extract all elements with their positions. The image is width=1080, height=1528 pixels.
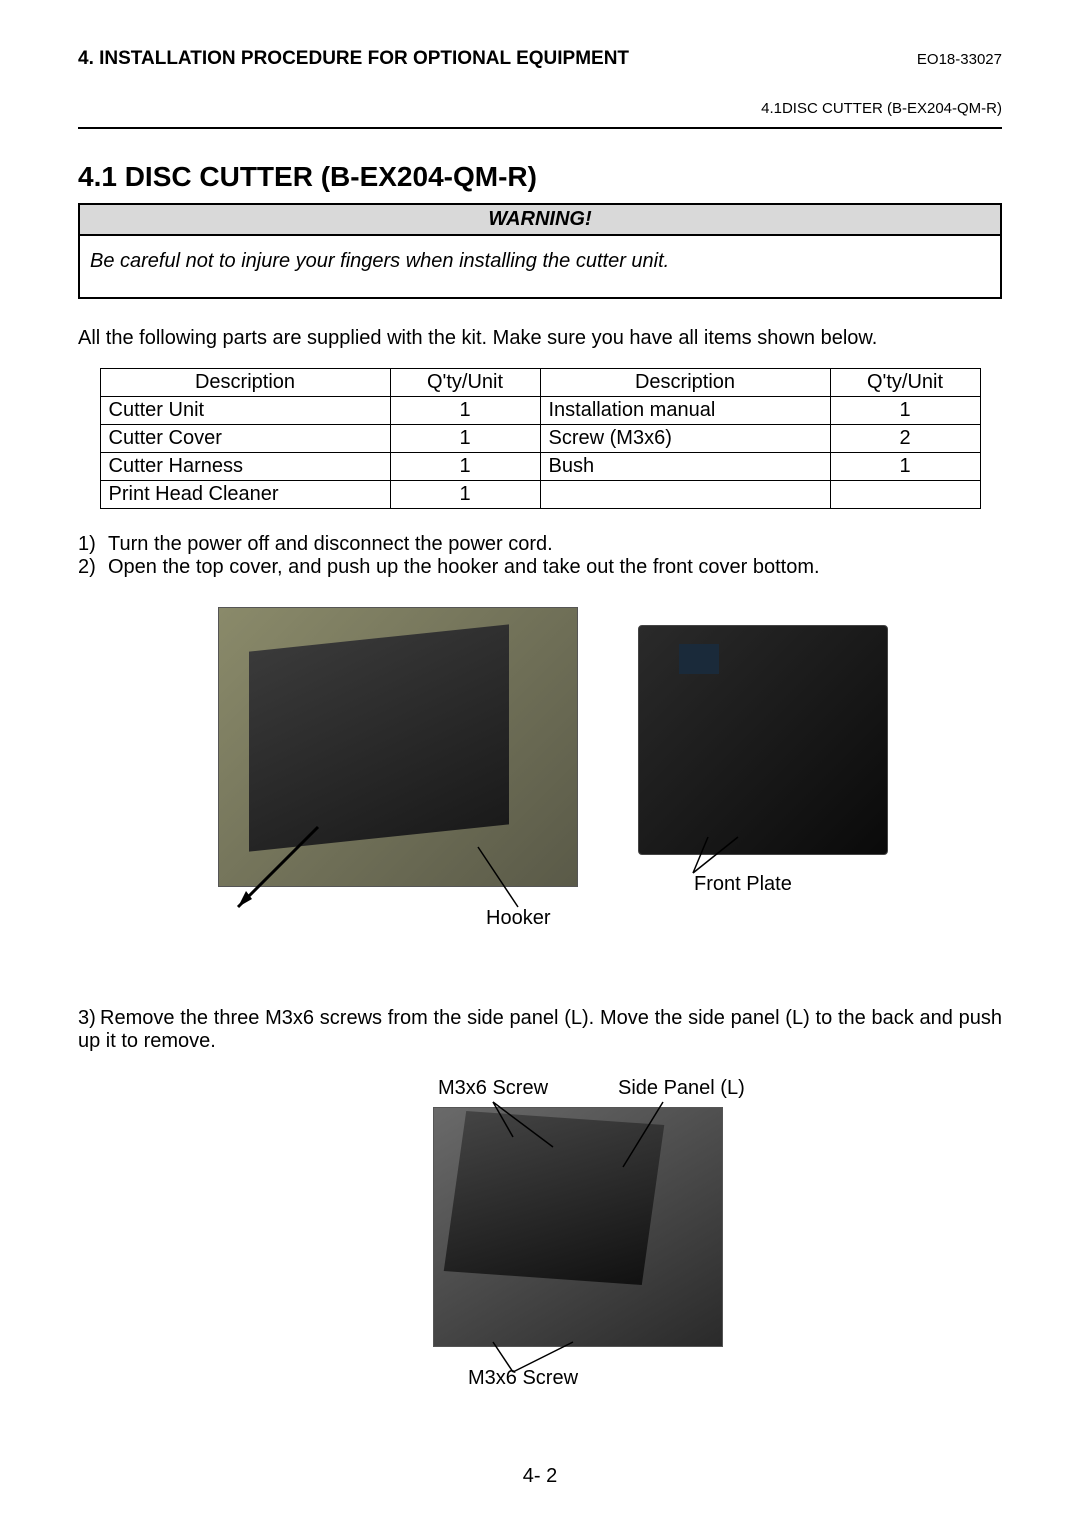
cell (540, 481, 830, 509)
cell: Print Head Cleaner (100, 481, 390, 509)
table-row: Cutter Unit 1 Installation manual 1 (100, 397, 980, 425)
cell: Installation manual (540, 397, 830, 425)
th-qty-left: Q'ty/Unit (390, 369, 540, 397)
th-desc-right: Description (540, 369, 830, 397)
page-header: 4. INSTALLATION PROCEDURE FOR OPTIONAL E… (78, 48, 1002, 70)
doc-number: EO18-33027 (917, 51, 1002, 68)
figure-group-1: Hooker Front Plate (78, 607, 1002, 947)
sub-header: 4.1DISC CUTTER (B-EX204-QM-R) (78, 100, 1002, 117)
cell: 1 (830, 397, 980, 425)
warning-title: WARNING! (80, 205, 1000, 236)
cell: Cutter Cover (100, 425, 390, 453)
page: 4. INSTALLATION PROCEDURE FOR OPTIONAL E… (0, 0, 1080, 1437)
th-qty-right: Q'ty/Unit (830, 369, 980, 397)
label-m3x6-bottom: M3x6 Screw (468, 1367, 578, 1390)
leader-lines-fig3 (433, 1077, 753, 1397)
page-number: 4- 2 (0, 1465, 1080, 1488)
figure-group-2: M3x6 Screw Side Panel (L) M3x6 Screw (78, 1077, 1002, 1397)
steps-list: 1) Turn the power off and disconnect the… (78, 533, 1002, 579)
th-desc-left: Description (100, 369, 390, 397)
table-row: Print Head Cleaner 1 (100, 481, 980, 509)
section-title: 4.1 DISC CUTTER (B-EX204-QM-R) (78, 161, 1002, 193)
step-1: 1) Turn the power off and disconnect the… (78, 533, 1002, 556)
label-front-plate: Front Plate (694, 873, 792, 896)
leader-line-hooker (218, 607, 578, 927)
step-text: Turn the power off and disconnect the po… (108, 533, 553, 556)
table-row: Cutter Harness 1 Bush 1 (100, 453, 980, 481)
cell: 1 (390, 425, 540, 453)
cell: Cutter Harness (100, 453, 390, 481)
table-row: Cutter Cover 1 Screw (M3x6) 2 (100, 425, 980, 453)
step-num: 3) (78, 1007, 100, 1030)
cell: 1 (390, 481, 540, 509)
step-num: 2) (78, 556, 108, 579)
step-text: Remove the three M3x6 screws from the si… (78, 1007, 1002, 1052)
step-text: Open the top cover, and push up the hook… (108, 556, 820, 579)
table-header-row: Description Q'ty/Unit Description Q'ty/U… (100, 369, 980, 397)
chapter-title: 4. INSTALLATION PROCEDURE FOR OPTIONAL E… (78, 48, 629, 70)
label-hooker: Hooker (486, 907, 550, 930)
cell: Cutter Unit (100, 397, 390, 425)
cell: Bush (540, 453, 830, 481)
step-3: 3)Remove the three M3x6 screws from the … (78, 1007, 1002, 1053)
step-num: 1) (78, 533, 108, 556)
cell (830, 481, 980, 509)
step-2: 2) Open the top cover, and push up the h… (78, 556, 1002, 579)
warning-body: Be careful not to injure your fingers wh… (80, 236, 1000, 297)
cell: Screw (M3x6) (540, 425, 830, 453)
parts-table: Description Q'ty/Unit Description Q'ty/U… (100, 368, 981, 509)
leader-line-front-plate (638, 607, 898, 887)
header-rule (78, 127, 1002, 129)
cell: 1 (390, 453, 540, 481)
cell: 2 (830, 425, 980, 453)
warning-box: WARNING! Be careful not to injure your f… (78, 203, 1002, 299)
cell: 1 (830, 453, 980, 481)
cell: 1 (390, 397, 540, 425)
intro-text: All the following parts are supplied wit… (78, 327, 1002, 350)
